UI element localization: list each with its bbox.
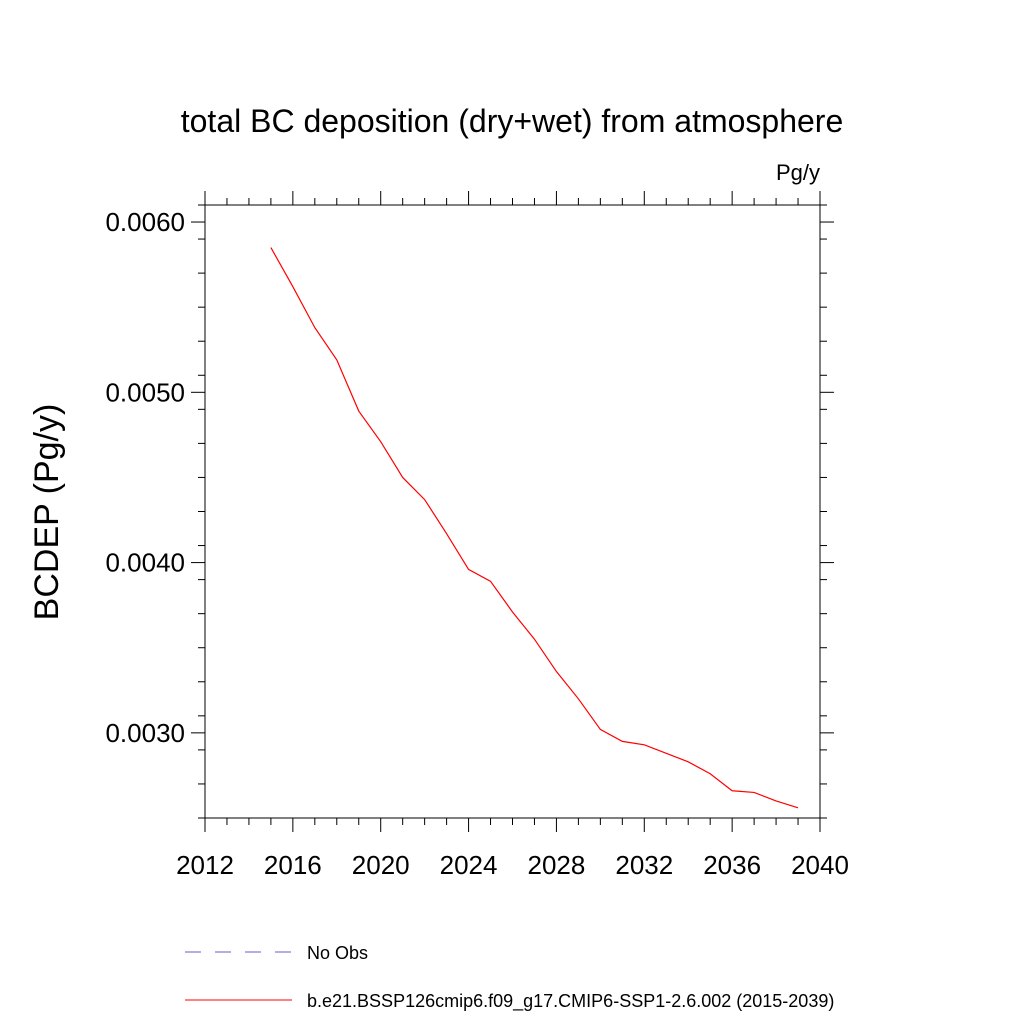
y-axis: 0.0030 0.0040 0.0050 0.0060 [105, 204, 834, 819]
x-tick-label: 2032 [615, 850, 673, 880]
x-tick-label: 2036 [703, 850, 761, 880]
y-axis-label: BCDEP (Pg/y) [28, 404, 66, 621]
y-tick-label: 0.0040 [105, 548, 185, 578]
legend-label: b.e21.BSSP126cmip6.f09_g17.CMIP6-SSP1-2.… [307, 991, 834, 1012]
x-tick-label: 2040 [791, 850, 849, 880]
x-tick-label: 2012 [176, 850, 234, 880]
y-tick-label: 0.0060 [105, 207, 185, 237]
plot-frame [204, 204, 821, 819]
legend: No Obs b.e21.BSSP126cmip6.f09_g17.CMIP6-S… [185, 943, 834, 1012]
series-layer [270, 247, 799, 809]
x-tick-label: 2024 [440, 850, 498, 880]
series-line [270, 247, 799, 809]
x-tick-label: 2020 [352, 850, 410, 880]
legend-label: No Obs [307, 943, 368, 963]
x-tick-label: 2016 [264, 850, 322, 880]
units-label: Pg/y [776, 160, 820, 185]
x-tick-label: 2028 [528, 850, 586, 880]
chart-title: total BC deposition (dry+wet) from atmos… [181, 103, 844, 139]
y-tick-label: 0.0050 [105, 377, 185, 407]
y-tick-label: 0.0030 [105, 718, 185, 748]
x-axis: 2012 2016 2020 2024 2028 2032 2036 2040 [176, 191, 849, 880]
